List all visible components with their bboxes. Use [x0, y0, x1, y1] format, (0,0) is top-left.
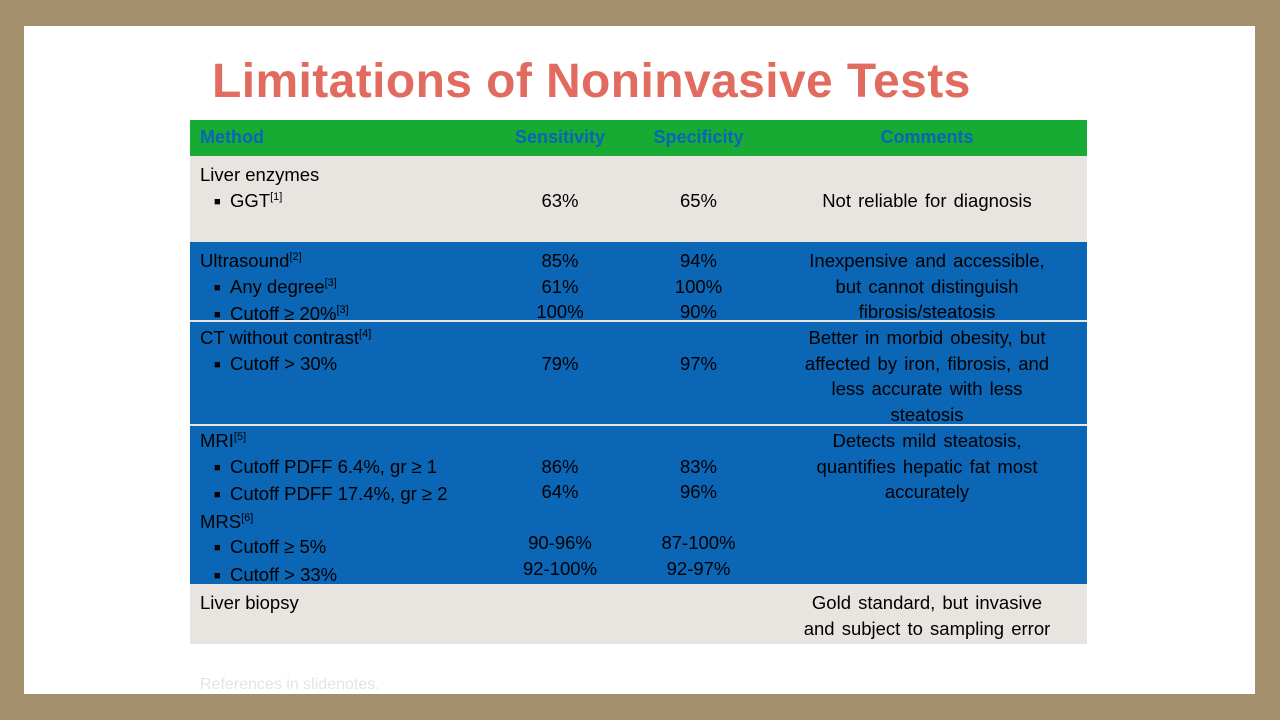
- table-row-liver-enzymes: Liver enzymes ■ GGT[1] 63% 65% Not reliab…: [190, 156, 1087, 242]
- method-liver-enzymes: Liver enzymes: [200, 164, 320, 185]
- bullet-icon: ■: [214, 281, 221, 294]
- bullet-icon: ■: [214, 195, 221, 208]
- ref-ct: [4]: [359, 328, 372, 340]
- comment-mri-line: quantifies hepatic fat most: [816, 455, 1038, 477]
- comment-ct-line: Better in morbid obesity, but: [808, 327, 1046, 348]
- specificity-ultrasound: 94%: [679, 250, 718, 271]
- method-ct: CT without contrast: [200, 327, 360, 348]
- sensitivity-cutoff-5: 90-96%: [528, 532, 592, 553]
- specificity-cutoff-20: 90%: [679, 301, 718, 322]
- comment-ct-line: steatosis: [890, 403, 964, 425]
- comment-liver-enzymes: Not reliable for diagnosis: [822, 189, 1032, 211]
- comment-ct-line: affected by iron, fibrosis, and: [804, 352, 1050, 374]
- ref-ggt: [1]: [270, 190, 283, 203]
- header-sensitivity: Sensitivity: [514, 127, 606, 148]
- method-cutoff-33: Cutoff > 33%: [230, 563, 338, 585]
- method-cutoff-20: Cutoff ≥ 20%: [230, 303, 337, 324]
- method-mri: MRI: [200, 430, 234, 451]
- bullet-icon: ■: [214, 309, 221, 321]
- method-ultrasound: Ultrasound: [200, 250, 290, 271]
- sensitivity-cutoff-20: 100%: [536, 301, 584, 322]
- specificity-cutoff-5: 87-100%: [661, 532, 736, 553]
- header-comments: Comments: [880, 127, 974, 148]
- specificity-pdff-17-4: 96%: [679, 481, 718, 502]
- sensitivity-pdff-6-4: 86%: [541, 455, 579, 477]
- method-ggt: GGT: [230, 189, 271, 211]
- specificity-cutoff-33: 92-97%: [666, 557, 731, 579]
- sensitivity-ultrasound: 85%: [541, 250, 579, 271]
- table-row-ct: CT without contrast[4] ■ Cutoff > 30% 79%…: [190, 322, 1087, 425]
- comment-biopsy-line: and subject to sampling error: [803, 617, 1051, 639]
- ref-any-degree: [3]: [324, 276, 337, 289]
- comment-ct-line: less accurate with less: [831, 378, 1023, 399]
- sensitivity-cutoff-33: 92-100%: [522, 557, 598, 579]
- comment-ultrasound-line: Inexpensive and accessible,: [809, 250, 1045, 271]
- bullet-icon: ■: [214, 358, 221, 371]
- table-row-liver-biopsy: Liver biopsy Gold standard, but invasive…: [190, 584, 1087, 644]
- references-note: References in slidenotes.: [200, 676, 380, 693]
- comparison-table: Method Sensitivity Specificity Comments …: [190, 120, 1087, 644]
- comment-mri-line: accurately: [884, 481, 970, 502]
- comment-biopsy-line: Gold standard, but invasive: [811, 592, 1043, 613]
- sensitivity-ggt: 63%: [541, 189, 579, 211]
- slide: Limitations of Noninvasive Tests Method …: [24, 26, 1255, 694]
- bullet-icon: ■: [214, 489, 221, 501]
- sensitivity-cutoff-30: 79%: [541, 352, 579, 374]
- method-liver-biopsy: Liver biopsy: [200, 592, 299, 613]
- method-cutoff-5: Cutoff ≥ 5%: [230, 536, 327, 557]
- header-specificity: Specificity: [653, 127, 744, 148]
- ref-mrs: [6]: [241, 511, 254, 524]
- comment-mri-line: Detects mild steatosis,: [832, 430, 1022, 451]
- bullet-icon: ■: [214, 569, 221, 582]
- bullet-icon: ■: [214, 461, 221, 474]
- row-divider: [190, 424, 1087, 426]
- method-cutoff-30: Cutoff > 30%: [230, 352, 338, 374]
- specificity-ggt: 65%: [679, 189, 718, 211]
- ref-ultrasound: [2]: [289, 251, 302, 263]
- method-pdff-17-4: Cutoff PDFF 17.4%, gr ≥ 2: [230, 483, 448, 504]
- ref-mri: [5]: [233, 431, 247, 443]
- comment-ultrasound-line: but cannot distinguish: [835, 275, 1019, 297]
- header-method: Method: [200, 127, 264, 148]
- method-any-degree: Any degree: [230, 275, 325, 297]
- table-row-ultrasound: Ultrasound[2] ■ Any degree[3] ■ Cutoff ≥ 2…: [190, 242, 1087, 324]
- row-divider: [190, 320, 1087, 322]
- sensitivity-pdff-17-4: 64%: [541, 481, 579, 502]
- table-row-mri-mrs: MRI[5] ■ Cutoff PDFF 6.4%, gr ≥ 1 ■ Cutoff…: [190, 426, 1087, 585]
- method-mrs: MRS: [200, 510, 242, 532]
- sensitivity-any-degree: 61%: [541, 275, 579, 297]
- specificity-cutoff-30: 97%: [679, 352, 718, 374]
- specificity-any-degree: 100%: [674, 275, 723, 297]
- comment-ultrasound-line: fibrosis/steatosis: [858, 301, 996, 322]
- bullet-icon: ■: [214, 542, 221, 554]
- method-pdff-6-4: Cutoff PDFF 6.4%, gr ≥ 1: [230, 455, 438, 477]
- specificity-pdff-6-4: 83%: [679, 455, 718, 477]
- ref-cutoff-20: [3]: [336, 304, 349, 316]
- table-header-row: Method Sensitivity Specificity Comments: [190, 120, 1087, 156]
- slide-title: Limitations of Noninvasive Tests: [212, 55, 971, 108]
